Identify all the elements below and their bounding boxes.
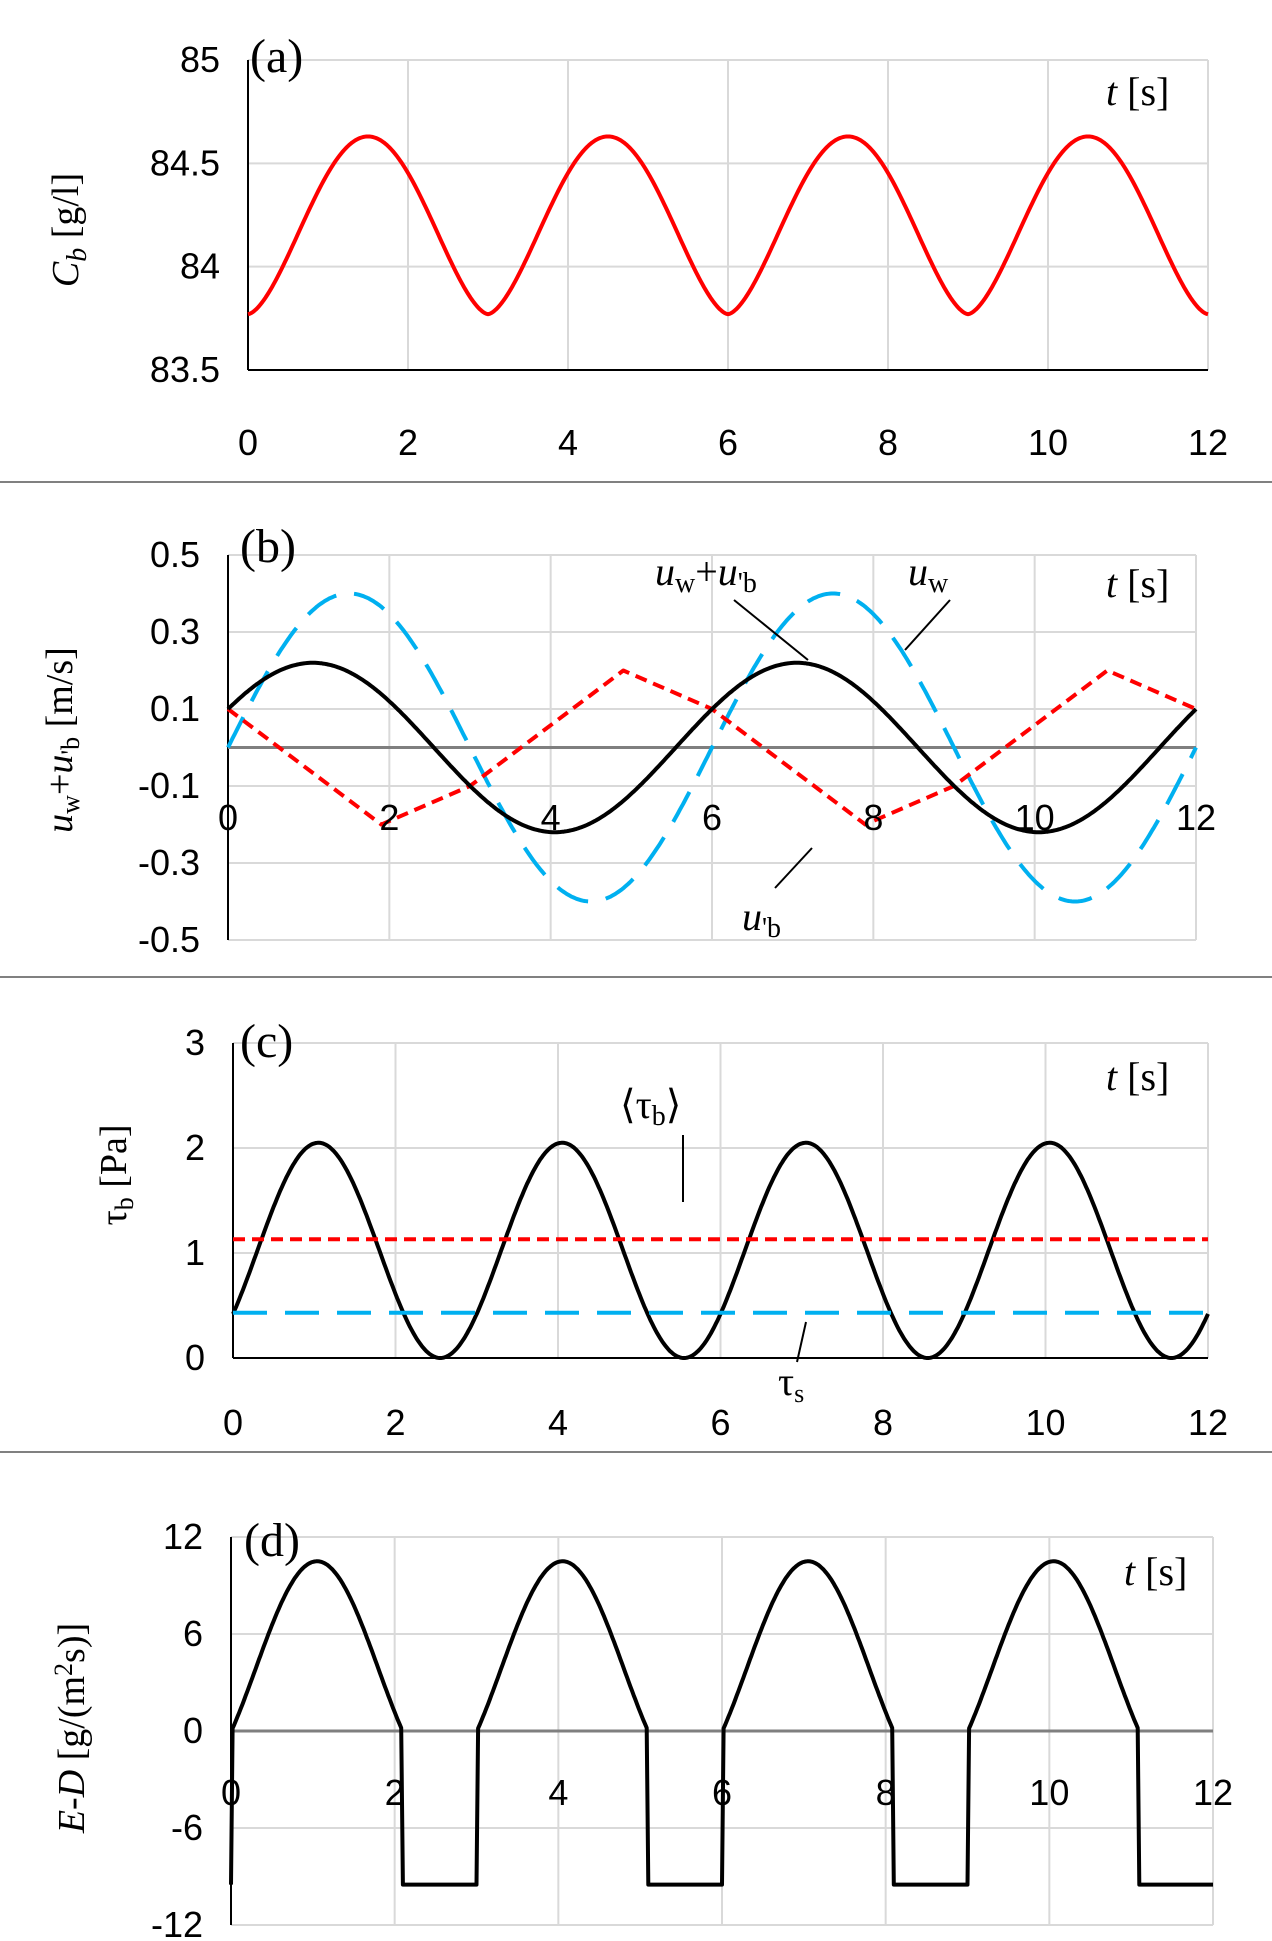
panel-d: 0 2 4 6 8 10 12 -12 -6 0 6 12 (d) t [s] E-D [g/(m2… <box>49 1514 1233 1941</box>
panel-b: 0 2 4 6 8 10 12 -0.5 -0.3 -0.1 0.1 0.3 0.5 (b) t [s… <box>39 520 1216 960</box>
x-tick-label: 4 <box>548 1772 568 1813</box>
series-line-C-b <box>247 134 1209 317</box>
panel-b-x-ticks: 0 2 4 6 8 10 12 <box>218 797 1216 838</box>
y-tick-label: 84 <box>180 246 220 287</box>
panel-b-time-label: t [s] <box>1106 561 1169 606</box>
y-tick-label: -6 <box>171 1807 203 1848</box>
annotation-mean-tau-b: ⟨τb⟩ <box>620 1082 681 1132</box>
panel-b-grid <box>227 554 1197 941</box>
panel-c-grid <box>232 1042 1209 1359</box>
series-line-E-D <box>229 1559 1214 1887</box>
annotation-uw-plus-ub: uw+u'b <box>655 549 757 599</box>
panel-a-x-ticks: 0 2 4 6 8 10 12 <box>238 422 1228 463</box>
annotation-tau-s: τs <box>778 1359 804 1408</box>
x-tick-label: 2 <box>385 1772 405 1813</box>
y-tick-label: 84.5 <box>150 142 220 183</box>
panel-a-grid <box>247 59 1209 371</box>
panel-a-time-label: t [s] <box>1106 69 1169 114</box>
panel-a: 0 2 4 6 8 10 12 83.5 84 84.5 85 (a) t [s] Cb [g/l… <box>45 30 1228 463</box>
series-line-uw <box>226 591 1198 904</box>
leader-ub <box>774 847 813 889</box>
y-tick-label: 85 <box>180 39 220 80</box>
panel-c-time-label: t [s] <box>1106 1054 1169 1099</box>
panel-c-y-label: τb [Pa] <box>93 1124 139 1225</box>
leader-uw-plus-ub <box>733 599 809 661</box>
annotation-ub: u'b <box>742 894 781 944</box>
panel-b-series <box>226 591 1198 904</box>
y-tick-label: -12 <box>151 1904 203 1941</box>
panel-d-time-label: t [s] <box>1124 1549 1187 1594</box>
panel-a-label: (a) <box>250 30 303 83</box>
time-symbol: t <box>1106 69 1118 114</box>
y-tick-label: 3 <box>185 1022 205 1063</box>
y-tick-label: 12 <box>163 1516 203 1557</box>
x-tick-label: 10 <box>1028 422 1068 463</box>
y-tick-label: 0.1 <box>150 688 200 729</box>
panel-d-x-ticks: 0 2 4 6 8 10 12 <box>221 1772 1233 1813</box>
x-tick-label: 6 <box>702 797 722 838</box>
panel-c-label: (c) <box>240 1015 293 1068</box>
x-tick-label: 12 <box>1193 1772 1233 1813</box>
x-tick-label: 2 <box>385 1402 405 1443</box>
panel-c-y-ticks: 0 1 2 3 <box>185 1022 205 1378</box>
y-tick-label: -0.5 <box>138 919 200 960</box>
x-tick-label: 0 <box>223 1402 243 1443</box>
leader-uw <box>904 599 951 651</box>
x-tick-label: 0 <box>218 797 238 838</box>
panel-a-y-label: Cb [g/l] <box>45 173 93 287</box>
x-tick-label: 6 <box>712 1772 732 1813</box>
x-tick-label: 10 <box>1015 797 1055 838</box>
x-tick-label: 8 <box>876 1772 896 1813</box>
panel-c-series <box>231 1140 1210 1360</box>
panel-b-label: (b) <box>240 520 296 573</box>
x-tick-label: 10 <box>1025 1402 1065 1443</box>
y-tick-label: 0.5 <box>150 534 200 575</box>
panel-d-series <box>229 1559 1214 1887</box>
y-tick-label: 0 <box>185 1337 205 1378</box>
x-tick-label: 8 <box>863 797 883 838</box>
x-tick-label: 4 <box>558 422 578 463</box>
x-tick-label: 8 <box>873 1402 893 1443</box>
panel-d-y-label: E-D [g/(m2s)] <box>49 1623 93 1834</box>
x-tick-label: 0 <box>238 422 258 463</box>
x-tick-label: 6 <box>718 422 738 463</box>
y-tick-label: 0.3 <box>150 611 200 652</box>
x-tick-label: 4 <box>548 1402 568 1443</box>
series-line-uw-u-b <box>226 660 1198 835</box>
y-tick-label: 6 <box>183 1613 203 1654</box>
panel-a-y-ticks: 83.5 84 84.5 85 <box>150 39 220 390</box>
y-tick-label: 83.5 <box>150 349 220 390</box>
panel-d-grid <box>230 1536 1214 1926</box>
x-tick-label: 6 <box>710 1402 730 1443</box>
x-tick-label: 2 <box>379 797 399 838</box>
leader-tau-s <box>796 1321 807 1363</box>
panel-b-y-ticks: -0.5 -0.3 -0.1 0.1 0.3 0.5 <box>138 534 200 960</box>
annotation-uw: uw <box>908 549 949 599</box>
time-unit: [s] <box>1117 69 1169 114</box>
panel-a-series <box>247 134 1209 317</box>
y-tick-label: -0.3 <box>138 842 200 883</box>
x-tick-label: 8 <box>878 422 898 463</box>
panel-b-y-label: uw+u'b [m/s] <box>39 647 85 833</box>
x-tick-label: 10 <box>1029 1772 1069 1813</box>
x-tick-label: 4 <box>541 797 561 838</box>
y-tick-label: 1 <box>185 1232 205 1273</box>
panel-d-label: (d) <box>244 1514 300 1567</box>
y-tick-label: 2 <box>185 1127 205 1168</box>
x-tick-label: 2 <box>398 422 418 463</box>
y-tick-label: 0 <box>183 1710 203 1751</box>
x-tick-label: 0 <box>221 1772 241 1813</box>
x-tick-label: 12 <box>1176 797 1216 838</box>
panel-c-x-ticks: 0 2 4 6 8 10 12 <box>223 1402 1228 1443</box>
y-tick-label: -0.1 <box>138 765 200 806</box>
x-tick-label: 12 <box>1188 422 1228 463</box>
x-tick-label: 12 <box>1188 1402 1228 1443</box>
panel-d-y-ticks: -12 -6 0 6 12 <box>151 1516 203 1941</box>
